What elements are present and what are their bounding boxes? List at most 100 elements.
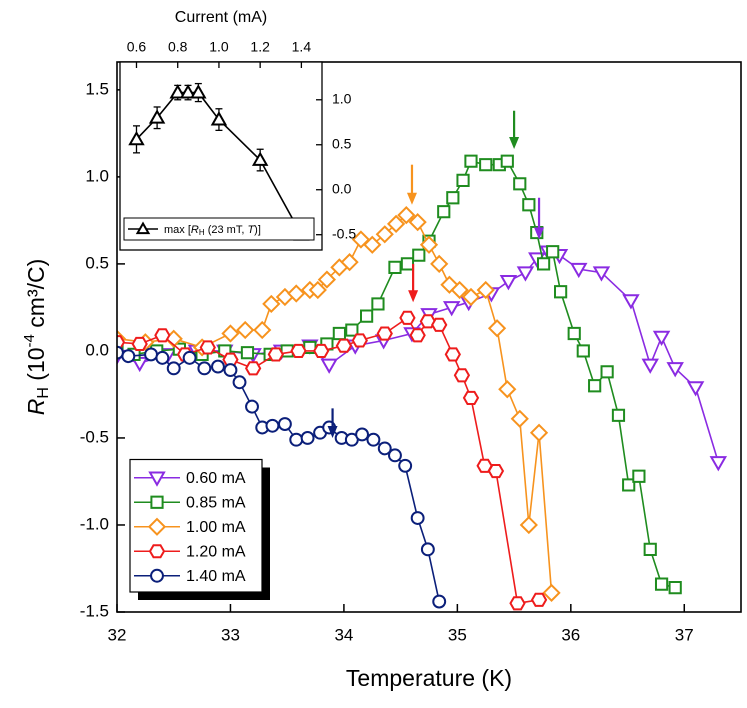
marker [437, 205, 451, 219]
marker [500, 154, 514, 168]
marker [410, 511, 425, 525]
marker [464, 154, 478, 168]
x-tick-label: 35 [448, 625, 467, 644]
legend-marker [135, 221, 151, 235]
marker [287, 284, 306, 303]
arrow-head [327, 425, 338, 438]
marker [386, 214, 406, 233]
legend-marker [147, 517, 167, 536]
x-tick-label: 37 [675, 625, 694, 644]
y-tick-label: 0.5 [85, 253, 109, 272]
legend-marker [150, 568, 164, 583]
legend-label-part: R [191, 224, 199, 236]
arrow [509, 110, 520, 150]
marker [169, 84, 186, 99]
legend-label: 0.60 mA [186, 470, 246, 487]
marker [686, 381, 705, 397]
marker [567, 326, 581, 341]
marker [600, 365, 614, 379]
legend-label: 1.40 mA [186, 568, 246, 585]
marker [542, 583, 561, 602]
marker [265, 418, 280, 433]
legend-marker [148, 471, 166, 487]
marker [668, 581, 682, 595]
marker [516, 266, 535, 282]
marker [499, 275, 518, 291]
arrow [406, 164, 417, 205]
marker [453, 368, 471, 383]
y-tick-label: 1.0 [85, 166, 109, 185]
marker [519, 515, 538, 535]
y-axis-title-part: cm³/C) [23, 259, 49, 334]
legend-marker [148, 544, 166, 559]
marker [419, 235, 439, 254]
marker [476, 458, 493, 473]
arrow-head [408, 290, 419, 303]
legend-box [123, 217, 315, 241]
marker [148, 109, 166, 124]
marker [408, 213, 427, 232]
marker [611, 408, 626, 422]
marker [121, 349, 136, 364]
y-axis-title-part: R [23, 399, 49, 416]
x-tick-label: 1.2 [250, 39, 270, 55]
arrow-head [406, 192, 417, 205]
marker [510, 409, 529, 428]
arrow [408, 263, 419, 303]
marker [643, 542, 657, 556]
marker [313, 343, 330, 358]
marker [199, 340, 216, 355]
marker [251, 151, 269, 166]
legend-label-part: max [ [164, 224, 191, 236]
marker [456, 173, 470, 187]
marker [444, 347, 461, 362]
marker [412, 248, 426, 262]
y-axis-title-part: -4 [21, 334, 38, 347]
marker [546, 245, 560, 259]
marker [366, 432, 381, 447]
marker [335, 338, 353, 353]
marker [221, 324, 240, 343]
main-chart: 32 33 34 35 36 37 -1.5 -1.0 -0.5 0.0 0.5 1.0 1.5 Temp… [21, 61, 742, 691]
plot-frame [116, 61, 742, 613]
marker [409, 328, 426, 343]
x-tick-label: 36 [561, 625, 580, 644]
inset-chart: 0.6 0.8 1.0 1.2 1.4 -0.5 0.0 0.5 1.0 Current (mA)… [119, 9, 356, 251]
marker [432, 594, 447, 609]
y-tick-label: 0.0 [85, 340, 109, 359]
marker [622, 478, 636, 492]
plot-frame [119, 61, 323, 251]
y-tick-label: -1.0 [80, 514, 109, 533]
marker [131, 336, 148, 352]
marker [487, 319, 507, 338]
marker [420, 542, 435, 557]
marker [592, 266, 611, 282]
legend-label-part: H [199, 228, 205, 237]
y-tick-label: 0.0 [332, 180, 352, 196]
marker [262, 294, 281, 314]
marker [487, 463, 505, 479]
y-tick-label: -0.5 [80, 427, 109, 446]
marker [442, 301, 461, 317]
marker [300, 430, 315, 445]
marker [530, 592, 548, 607]
marker [317, 270, 337, 289]
marker [244, 361, 262, 376]
x-tick-label: 34 [334, 625, 353, 644]
x-axis-title: Temperature (K) [346, 665, 512, 691]
marker [513, 177, 527, 191]
y-axis-title: RH (10-4 cm³/C) [21, 259, 52, 416]
x-tick-label: 32 [108, 625, 127, 644]
marker [479, 158, 493, 172]
marker [332, 326, 346, 341]
marker [376, 326, 393, 341]
marker [182, 350, 197, 365]
marker [576, 344, 590, 358]
legend-label-part: )] [254, 224, 261, 236]
marker [245, 399, 259, 414]
x-tick-label: 0.6 [127, 39, 147, 55]
y-tick-label: 0.5 [332, 135, 352, 151]
y-axis-title-part: H [35, 387, 52, 399]
